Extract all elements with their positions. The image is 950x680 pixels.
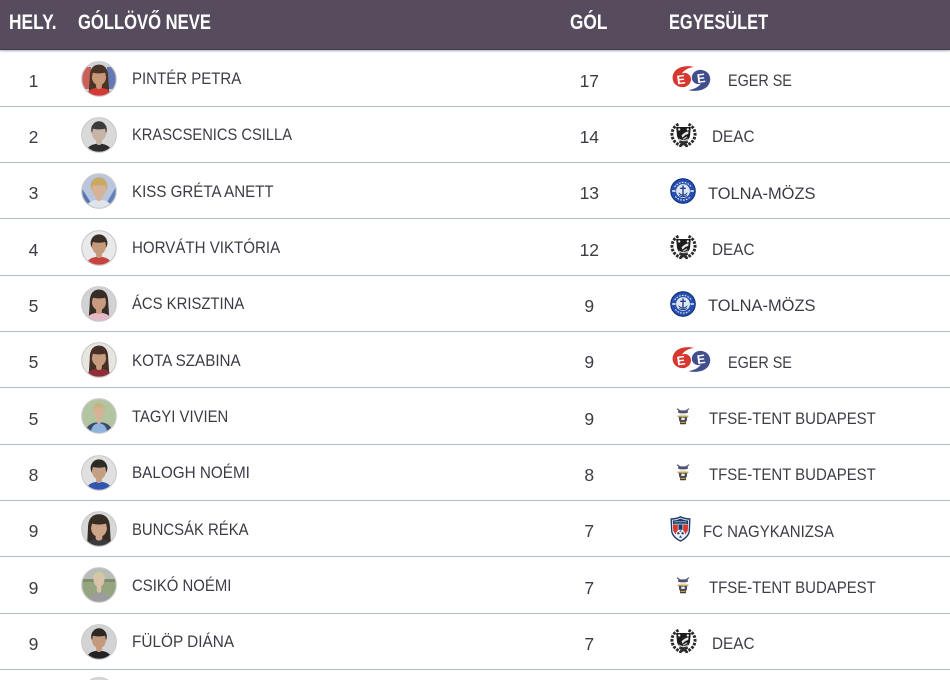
svg-text:E: E: [697, 71, 707, 86]
svg-text:E: E: [697, 353, 707, 368]
svg-text:E: E: [676, 72, 686, 87]
svg-text:E: E: [676, 354, 686, 369]
